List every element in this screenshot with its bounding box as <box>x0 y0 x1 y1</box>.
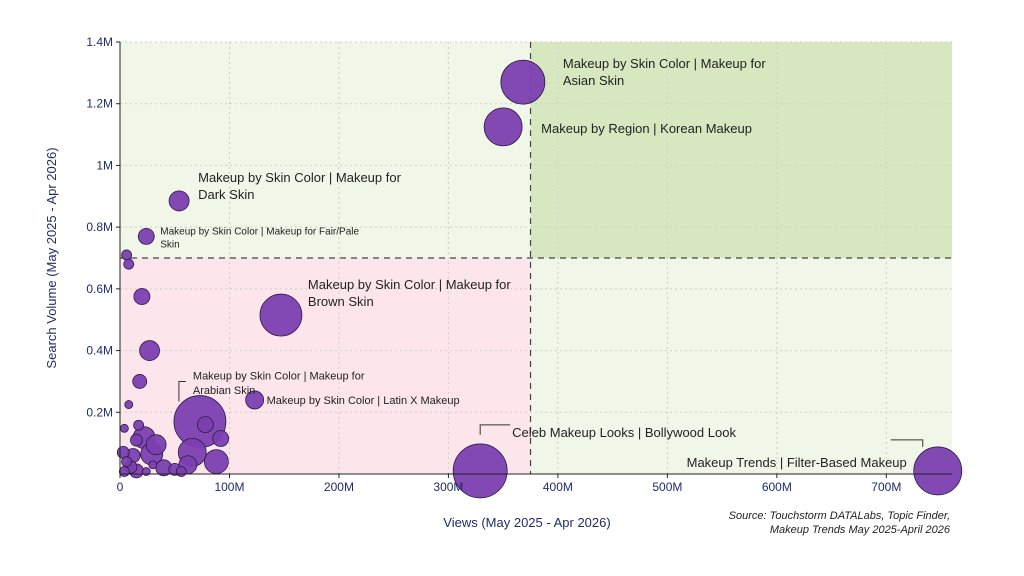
bubble <box>121 249 132 261</box>
source-line-2: Makeup Trends May 2025-April 2026 <box>770 524 951 536</box>
bubble <box>196 416 214 434</box>
bubble <box>148 460 158 470</box>
label-leader-line <box>479 424 511 435</box>
y-tick-label: 1M <box>96 158 113 172</box>
bubble-label-line: Makeup by Skin Color | Makeup for Fair/P… <box>160 226 359 237</box>
bubble <box>212 430 230 447</box>
bubble <box>137 227 155 245</box>
x-tick-label: 700M <box>871 480 901 494</box>
x-tick-label: 300M <box>433 480 463 494</box>
bubble-label-line: Arabian Skin <box>193 385 255 397</box>
y-tick-label: 0.4M <box>86 344 113 358</box>
x-tick-label: 500M <box>652 480 682 494</box>
bubble <box>259 293 303 337</box>
bubble-label: Makeup by Skin Color | Makeup for Fair/P… <box>160 226 359 250</box>
bubble <box>124 400 134 409</box>
x-tick-label: 600M <box>762 480 792 494</box>
bubble-label-line: Dark Skin <box>198 187 254 202</box>
bubble-label: Makeup by Skin Color | Makeup for Arabian… <box>193 371 365 397</box>
bubble <box>145 434 167 456</box>
bubble <box>132 374 148 389</box>
bubble <box>500 59 546 105</box>
gridlines <box>120 41 952 474</box>
x-tick-label: 400M <box>543 480 573 494</box>
quadrant-split-lines <box>120 42 952 474</box>
bubble <box>139 340 160 361</box>
bubble <box>483 107 523 147</box>
bubble <box>175 466 187 477</box>
bubble-label: Makeup by Skin Color | Makeup for Brown S… <box>308 277 511 309</box>
bubble-label: Makeup by Region | Korean Makeup <box>541 121 752 136</box>
bubble-labels: Makeup by Skin Color | Makeup for Asian S… <box>160 56 906 470</box>
bubble <box>452 443 508 499</box>
bubble-label: Makeup by Skin Color | Makeup for Dark Sk… <box>198 170 401 202</box>
bubble-label: Makeup by Skin Color | Latin X Makeup <box>267 395 460 407</box>
x-axis-title: Views (May 2025 - Apr 2026) <box>443 515 610 530</box>
bubble-label: Makeup by Skin Color | Makeup for Asian S… <box>563 56 766 88</box>
quadrant-backgrounds <box>120 42 952 474</box>
quadrant-top-right <box>530 42 952 258</box>
label-leader-line <box>890 439 924 447</box>
bubble-label-line: Skin <box>160 239 179 250</box>
y-tick-label: 0.6M <box>86 282 113 296</box>
quadrant-top-left <box>120 42 531 258</box>
bubble-label-line: Brown Skin <box>308 294 374 309</box>
y-tick-label: 1.2M <box>86 97 113 111</box>
bubble <box>245 390 265 410</box>
bubble-label-line: Makeup by Skin Color | Makeup for <box>193 371 365 383</box>
bubble-label-line: Celeb Makeup Looks | Bollywood Look <box>512 425 736 440</box>
bubble-label-line: Makeup Trends | Filter-Based Makeup <box>687 455 907 470</box>
y-tick-label: 1.4M <box>86 35 113 49</box>
bubble-label-line: Makeup by Region | Korean Makeup <box>541 121 752 136</box>
bubble-label-line: Makeup by Skin Color | Latin X Makeup <box>267 395 460 407</box>
y-tick-label: 0.2M <box>86 405 113 419</box>
source-line-1: Source: Touchstorm DATALabs, Topic Finde… <box>729 510 950 522</box>
y-tick-label: 0.8M <box>86 220 113 234</box>
bubble <box>913 446 963 496</box>
bubble-label: Makeup Trends | Filter-Based Makeup <box>687 455 907 470</box>
bubble <box>121 456 132 468</box>
label-leader-line <box>178 381 186 402</box>
bubble <box>168 190 190 212</box>
x-tick-label: 100M <box>214 480 244 494</box>
bubble <box>123 258 135 270</box>
bubble <box>203 449 229 475</box>
bubble-label: Celeb Makeup Looks | Bollywood Look <box>512 425 736 440</box>
bubble-label-line: Makeup by Skin Color | Makeup for <box>308 277 511 292</box>
bubble-label-line: Asian Skin <box>563 73 624 88</box>
bubble-label-line: Makeup by Skin Color | Makeup for <box>198 170 401 185</box>
x-tick-label: 200M <box>324 480 354 494</box>
bubble <box>130 433 143 447</box>
bubble <box>119 423 129 433</box>
quadrant-bottom-right <box>530 258 952 474</box>
bubble-label-line: Makeup by Skin Color | Makeup for <box>563 56 766 71</box>
bubble <box>133 419 145 431</box>
axes: 0 100M 200M 300M 400M 500M 600M 700M 0.2M 0.4M 0.6… <box>86 35 952 494</box>
label-leaders <box>178 381 924 447</box>
bubble <box>118 466 130 477</box>
x-tick-label: 0 <box>117 480 124 494</box>
y-axis-title: Search Volume (May 2025 - Apr 2026) <box>44 147 59 368</box>
bubble <box>133 288 151 305</box>
